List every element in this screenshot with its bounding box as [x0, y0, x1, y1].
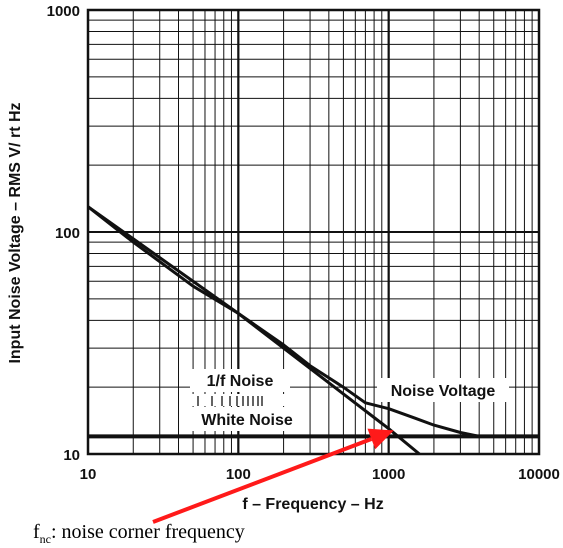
- arrow-shaft: [152, 437, 373, 524]
- noise-voltage-label-bg: [377, 378, 509, 402]
- tick-strip-bg: [186, 394, 298, 406]
- x-tick-label: 10: [80, 466, 97, 483]
- white-noise-label-bg: [186, 407, 308, 431]
- caption-prefix: f: [33, 521, 40, 543]
- white-noise-label: White Noise: [201, 412, 293, 429]
- y-tick-label: 100: [55, 225, 80, 242]
- x-axis-title: f – Frequency – Hz: [242, 496, 383, 513]
- x-tick-label: 1000: [372, 466, 405, 483]
- noise-voltage-label: Noise Voltage: [391, 383, 496, 400]
- one-over-f-label: 1/f Noise: [207, 373, 274, 390]
- x-tick-label: 10000: [518, 466, 560, 483]
- arrow-head: [367, 428, 394, 450]
- curves: [87, 205, 539, 456]
- caption: fnc: noise corner frequency: [33, 521, 245, 547]
- y-tick-label: 1000: [47, 3, 80, 20]
- x-tick-label: 100: [226, 466, 251, 483]
- one-over-f-curve: [87, 205, 421, 456]
- labels: 10 100 1000 10000 10 100 1000: [47, 3, 560, 483]
- annotations: 1/f Noise White Noise Noise Voltage: [186, 369, 509, 431]
- plot-frame: [86, 8, 541, 456]
- y-tick-label: 10: [63, 447, 80, 464]
- y-axis-title: Input Noise Voltage – RMS V/ rt Hz: [7, 102, 24, 363]
- caption-subscript: nc: [39, 532, 51, 546]
- one-over-f-label-bg: [190, 369, 290, 392]
- noise-voltage-curve: [87, 205, 539, 438]
- corner-arrow: [152, 428, 394, 524]
- caption-text: : noise corner frequency: [51, 521, 245, 543]
